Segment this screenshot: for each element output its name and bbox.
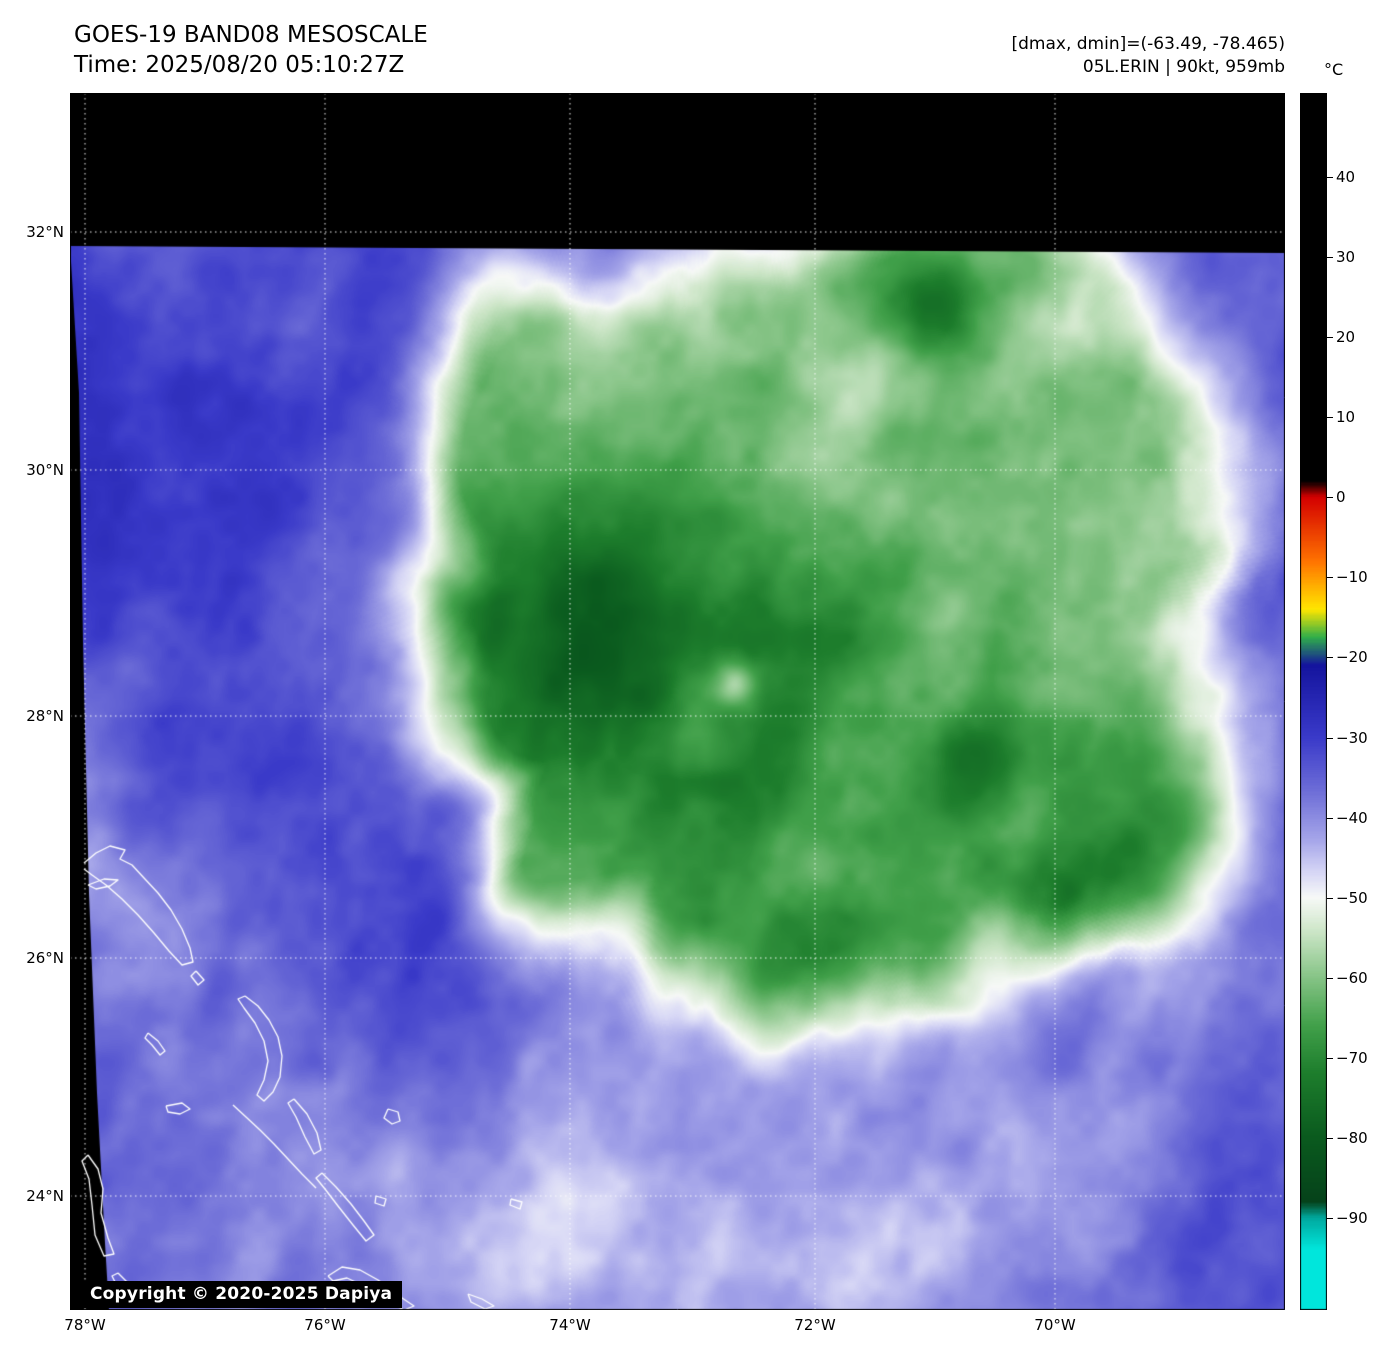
colorbar-tick-label: −90 bbox=[1336, 1208, 1368, 1227]
lon-tick-label: 72°W bbox=[794, 1316, 836, 1334]
lon-tick-label: 70°W bbox=[1034, 1316, 1076, 1334]
lat-tick-label: 30°N bbox=[26, 461, 64, 479]
lat-tick-label: 24°N bbox=[26, 1187, 64, 1205]
colorbar-tick-mark bbox=[1327, 1137, 1333, 1139]
colorbar-tick-mark bbox=[1327, 1057, 1333, 1059]
colorbar-tick-label: −60 bbox=[1336, 968, 1368, 987]
colorbar-tick-label: 0 bbox=[1336, 488, 1346, 507]
colorbar-tick-mark bbox=[1327, 817, 1333, 819]
dmax-dmin-annotation: [dmax, dmin]=(-63.49, -78.465) bbox=[1011, 34, 1286, 54]
copyright-badge: Copyright © 2020-2025 Dapiya bbox=[80, 1281, 403, 1308]
lon-tick-label: 78°W bbox=[64, 1316, 106, 1334]
colorbar-tick-label: −30 bbox=[1336, 728, 1368, 747]
colorbar-unit-label: °C bbox=[1324, 60, 1344, 79]
colorbar-tick-mark bbox=[1327, 257, 1333, 259]
colorbar-tick-label: 20 bbox=[1336, 328, 1356, 347]
title-block: GOES-19 BAND08 MESOSCALE Time: 2025/08/2… bbox=[74, 20, 428, 80]
colorbar-tick-mark bbox=[1327, 177, 1333, 179]
time-label: Time: 2025/08/20 05:10:27Z bbox=[74, 52, 405, 78]
colorbar-tick-label: −40 bbox=[1336, 808, 1368, 827]
page-title: GOES-19 BAND08 MESOSCALE bbox=[74, 22, 428, 48]
colorbar-gradient bbox=[1300, 93, 1327, 1310]
storm-info-annotation: 05L.ERIN | 90kt, 959mb bbox=[1082, 57, 1285, 77]
colorbar-tick-label: 10 bbox=[1336, 408, 1356, 427]
colorbar-tick-mark bbox=[1327, 497, 1333, 499]
colorbar-tick-label: −20 bbox=[1336, 648, 1368, 667]
colorbar-tick-label: 40 bbox=[1336, 168, 1356, 187]
colorbar-tick-label: −50 bbox=[1336, 888, 1368, 907]
lat-tick-label: 26°N bbox=[26, 949, 64, 967]
colorbar-tick-mark bbox=[1327, 577, 1333, 579]
lat-tick-label: 28°N bbox=[26, 707, 64, 725]
colorbar-tick-mark bbox=[1327, 897, 1333, 899]
colorbar-tick-label: −80 bbox=[1336, 1128, 1368, 1147]
satellite-image bbox=[70, 93, 1285, 1310]
colorbar-tick-mark bbox=[1327, 337, 1333, 339]
colorbar-tick-mark bbox=[1327, 737, 1333, 739]
colorbar-tick-mark bbox=[1327, 417, 1333, 419]
colorbar-tick-mark bbox=[1327, 1217, 1333, 1219]
annotation-block: [dmax, dmin]=(-63.49, -78.465) 05L.ERIN … bbox=[1012, 33, 1286, 79]
colorbar-tick-label: −10 bbox=[1336, 568, 1368, 587]
colorbar-tick-mark bbox=[1327, 657, 1333, 659]
colorbar-tick-mark bbox=[1327, 977, 1333, 979]
lon-tick-label: 74°W bbox=[549, 1316, 591, 1334]
colorbar-tick-label: −70 bbox=[1336, 1048, 1368, 1067]
lat-tick-label: 32°N bbox=[26, 223, 64, 241]
lon-tick-label: 76°W bbox=[304, 1316, 346, 1334]
colorbar-tick-label: 30 bbox=[1336, 248, 1356, 267]
